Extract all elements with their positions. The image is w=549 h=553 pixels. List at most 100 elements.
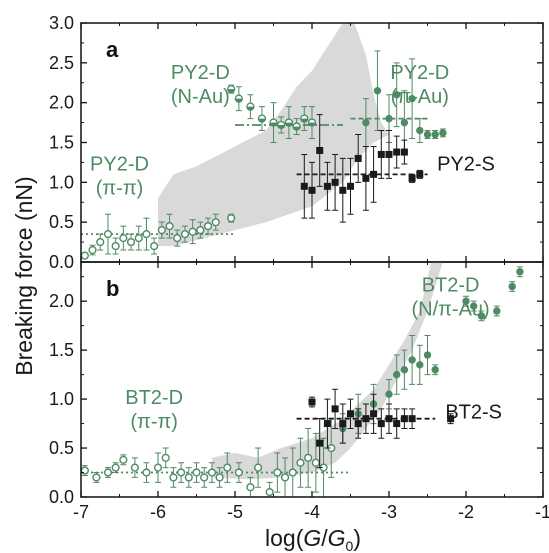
data-point bbox=[493, 307, 501, 315]
data-point bbox=[339, 186, 347, 194]
series-annotation: PY2-S bbox=[437, 153, 495, 175]
data-point bbox=[362, 118, 370, 127]
x-tick-label: -2 bbox=[458, 502, 474, 522]
y-tick-label: 1.0 bbox=[49, 389, 74, 409]
data-point bbox=[408, 415, 416, 423]
data-point bbox=[300, 114, 309, 123]
y-tick-label: 2.0 bbox=[49, 93, 74, 113]
data-point bbox=[331, 405, 339, 413]
data-point bbox=[304, 453, 313, 462]
panel-a: PY2-D (N-Au) PY2-D (π-Au) PY2-D (π-π) PY2-S a 0.… bbox=[49, 13, 544, 272]
x-tick-label: -7 bbox=[73, 502, 89, 522]
data-point bbox=[400, 366, 409, 374]
data-point bbox=[273, 468, 282, 477]
data-point bbox=[331, 178, 339, 186]
data-point bbox=[323, 182, 331, 190]
data-point bbox=[223, 463, 232, 472]
data-point bbox=[431, 366, 439, 374]
data-point bbox=[177, 468, 186, 477]
data-point bbox=[377, 150, 385, 158]
data-point bbox=[96, 237, 105, 247]
x-axis-label: log(G/G0) bbox=[265, 525, 361, 553]
data-point bbox=[393, 370, 401, 379]
x-tick-label: -1 bbox=[535, 502, 549, 522]
series-annotation: BT2-D (N/π-Au) bbox=[411, 274, 489, 320]
data-point bbox=[408, 174, 416, 182]
series-annotation: PY2-D (N-Au) bbox=[171, 62, 230, 108]
data-point bbox=[354, 420, 362, 428]
data-point bbox=[103, 468, 113, 477]
data-point bbox=[385, 415, 393, 423]
data-point bbox=[215, 473, 224, 482]
data-point bbox=[362, 174, 370, 182]
x-tick-label: -6 bbox=[150, 502, 166, 522]
data-point bbox=[516, 268, 524, 276]
x-tick-label: -3 bbox=[381, 502, 397, 522]
data-point bbox=[292, 122, 301, 131]
data-point bbox=[400, 415, 408, 423]
data-point bbox=[92, 473, 101, 482]
data-point bbox=[362, 415, 370, 423]
data-point bbox=[226, 84, 236, 94]
data-point bbox=[103, 230, 113, 239]
data-point bbox=[385, 150, 393, 158]
data-point bbox=[508, 282, 516, 291]
data-point bbox=[477, 312, 486, 320]
data-point bbox=[296, 458, 305, 467]
data-point bbox=[265, 488, 274, 497]
data-point bbox=[196, 226, 205, 235]
data-point bbox=[161, 453, 170, 462]
data-point bbox=[316, 146, 324, 154]
data-point bbox=[447, 415, 455, 423]
data-point bbox=[192, 468, 201, 477]
data-point bbox=[169, 473, 178, 482]
data-point bbox=[254, 463, 263, 472]
series-annotation: BT2-D (π-π) bbox=[125, 387, 183, 433]
data-point bbox=[385, 114, 393, 123]
data-point bbox=[416, 126, 424, 135]
series-annotation: PY2-D (π-π) bbox=[90, 153, 149, 199]
data-point bbox=[257, 114, 267, 123]
data-point bbox=[323, 420, 331, 428]
data-point bbox=[416, 361, 424, 369]
data-point bbox=[423, 351, 432, 359]
data-point bbox=[339, 420, 347, 428]
data-point bbox=[126, 237, 136, 247]
data-point bbox=[184, 473, 193, 482]
y-tick-label: 0.5 bbox=[49, 438, 74, 458]
data-point bbox=[165, 222, 174, 231]
panel-label: a bbox=[106, 37, 119, 62]
data-point bbox=[288, 468, 297, 477]
data-point bbox=[408, 94, 416, 103]
data-point bbox=[150, 241, 159, 251]
data-point bbox=[347, 410, 354, 418]
y-tick-label: 1.5 bbox=[49, 340, 74, 360]
y-tick-label: 1.5 bbox=[49, 133, 74, 153]
data-point bbox=[227, 214, 236, 223]
y-tick-label: 3.0 bbox=[49, 13, 74, 33]
x-tick-label: -5 bbox=[227, 502, 243, 522]
y-tick-label: 2.0 bbox=[49, 291, 74, 311]
y-axis-label: Breaking force (nN) bbox=[11, 176, 37, 375]
data-point bbox=[111, 241, 120, 251]
data-point bbox=[347, 182, 354, 190]
data-point bbox=[311, 458, 320, 467]
data-point bbox=[234, 94, 244, 103]
data-point bbox=[393, 148, 401, 156]
data-point bbox=[400, 148, 408, 156]
data-point bbox=[234, 468, 243, 477]
data-point bbox=[400, 118, 409, 127]
data-point bbox=[142, 230, 151, 239]
y-tick-label: 1.0 bbox=[49, 172, 74, 192]
data-point bbox=[130, 463, 140, 472]
y-tick-label: 0.0 bbox=[49, 252, 74, 272]
data-point bbox=[439, 129, 447, 137]
series-annotation: BT2-S bbox=[445, 402, 502, 424]
data-point bbox=[211, 218, 220, 227]
data-point bbox=[416, 170, 424, 178]
y-tick-label: 2.5 bbox=[49, 53, 74, 73]
y-tick-label: 0.0 bbox=[49, 487, 74, 507]
data-point bbox=[173, 234, 182, 243]
data-point bbox=[393, 91, 401, 99]
